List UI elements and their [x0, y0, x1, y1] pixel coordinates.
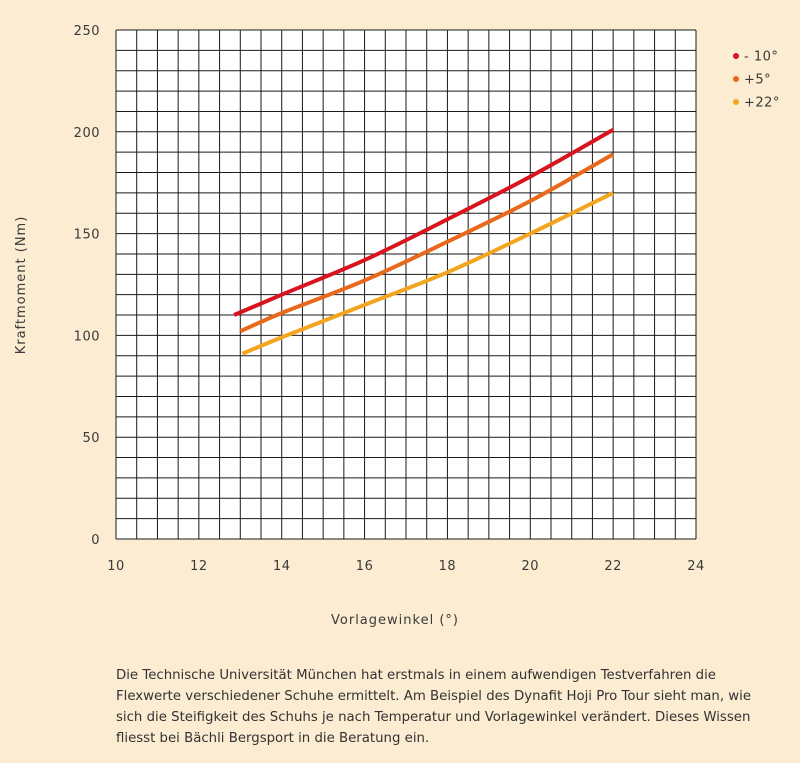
series-lines	[233, 128, 615, 356]
x-tick-label: 10	[107, 559, 125, 574]
x-tick-label: 22	[604, 559, 622, 574]
y-tick-label: 250	[74, 24, 100, 39]
flex-chart: 0 50 100 150 200 250 10 12 14 16 18 20 22 24 - 10° +5…	[14, 24, 780, 628]
x-tick-label: 24	[687, 559, 705, 574]
y-axis-title: Kraftmoment (Nm)	[14, 216, 29, 355]
legend-label: +22°	[744, 96, 780, 111]
series-line	[239, 152, 615, 334]
x-tick-label: 16	[356, 559, 374, 574]
legend-marker	[733, 76, 739, 82]
y-tick-label: 200	[74, 126, 100, 141]
y-tick-label: 50	[82, 431, 100, 446]
y-tick-label: 100	[74, 329, 100, 344]
x-tick-label: 12	[190, 559, 208, 574]
series-line	[233, 128, 615, 317]
legend-label: +5°	[744, 73, 771, 88]
legend-marker	[733, 99, 739, 105]
x-tick-label: 18	[439, 559, 457, 574]
legend-label: - 10°	[744, 50, 778, 65]
y-tick-label: 150	[74, 228, 100, 243]
x-tick-labels: 10 12 14 16 18 20 22 24	[107, 559, 705, 574]
x-axis-title: Vorlagewinkel (°)	[331, 613, 459, 628]
x-tick-label: 20	[522, 559, 540, 574]
y-tick-label: 0	[91, 533, 100, 548]
legend-marker	[733, 53, 739, 59]
x-tick-label: 14	[273, 559, 291, 574]
series-line	[241, 191, 614, 356]
chart-grid	[115, 29, 697, 540]
y-tick-labels: 0 50 100 150 200 250	[74, 24, 100, 548]
caption-text: Die Technische Universität München hat e…	[116, 668, 752, 746]
legend: - 10° +5° +22°	[733, 50, 780, 111]
